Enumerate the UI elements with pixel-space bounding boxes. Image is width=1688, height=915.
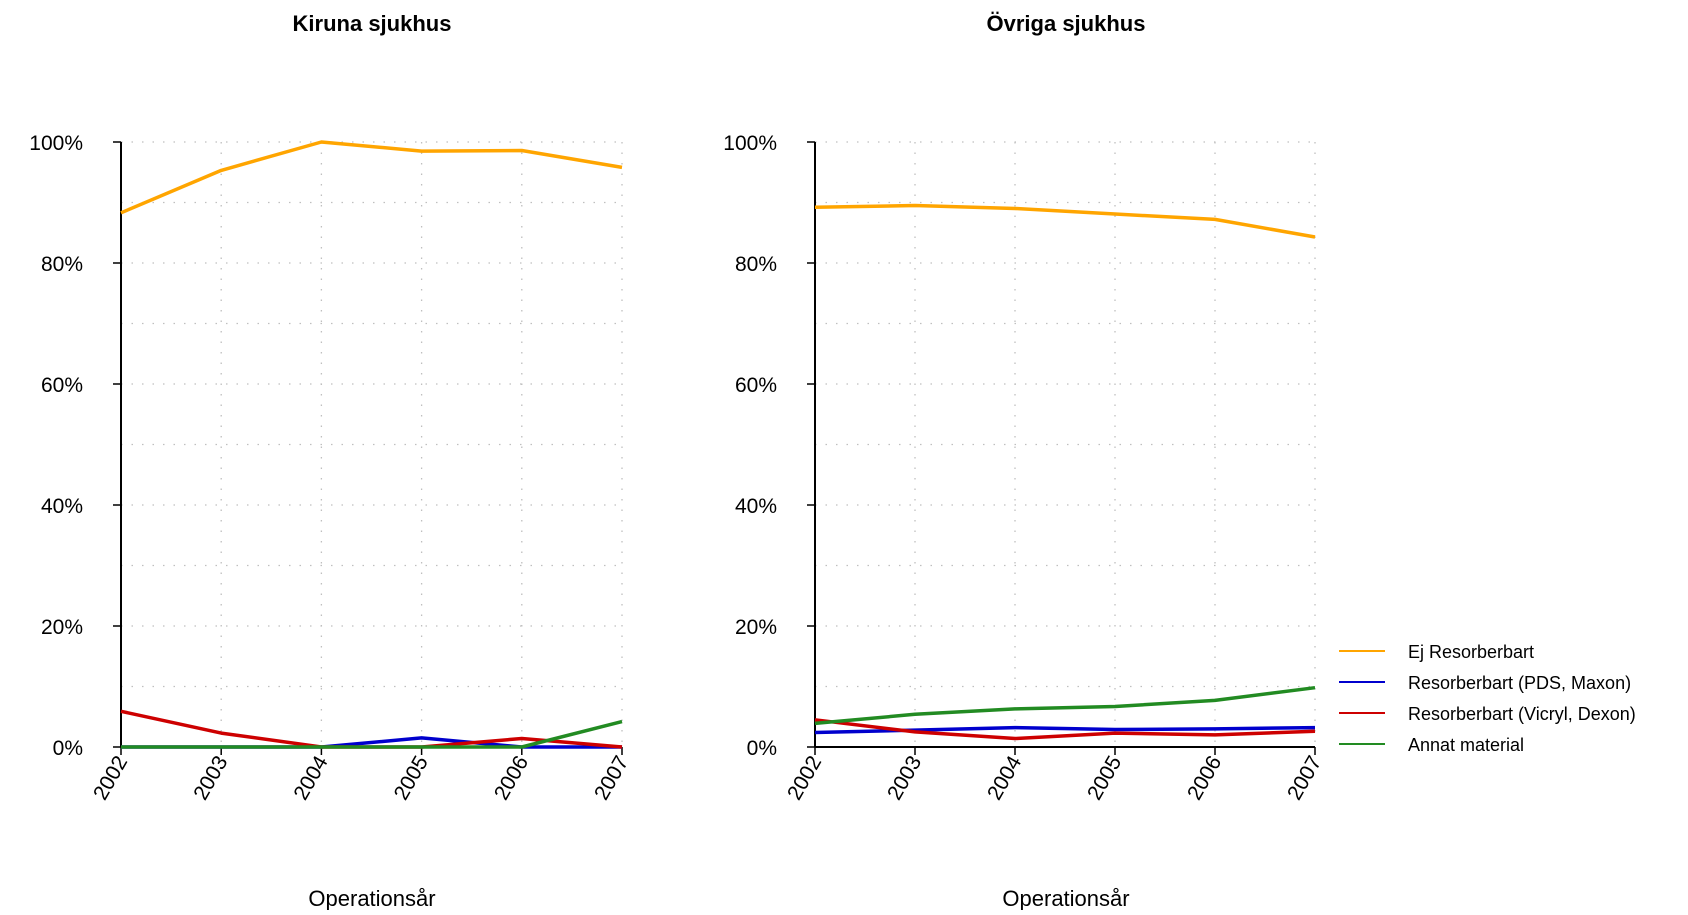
panel-kiruna: Kiruna sjukhus Operationsår 0% 20% 40% 60% 8… [29, 11, 633, 911]
legend-label: Resorberbart (PDS, Maxon) [1408, 673, 1631, 693]
series-line [120, 140, 623, 215]
legend-label: Ej Resorberbart [1408, 642, 1534, 662]
y-tick-label: 100% [29, 132, 83, 155]
x-tick-label: 2003 [189, 752, 232, 804]
x-tick-label: 2004 [983, 752, 1026, 804]
y-tick-label: 20% [735, 616, 777, 639]
y-tick-label: 0% [747, 737, 777, 760]
x-axis-label: Operationsår [308, 886, 435, 910]
x-tick-label: 2007 [1283, 752, 1326, 804]
y-tick-label: 80% [735, 253, 777, 276]
legend-label: Resorberbart (Vicryl, Dexon) [1408, 704, 1636, 724]
y-tick-label: 80% [41, 253, 83, 276]
y-tick-label: 40% [735, 495, 777, 518]
x-axis-label: Operationsår [1002, 886, 1129, 910]
x-tick-label: 2003 [883, 752, 926, 804]
x-tick-label: 2007 [590, 752, 633, 804]
x-tick-label: 2005 [390, 752, 433, 804]
y-tick-label: 40% [41, 495, 83, 518]
y-tick-label: 60% [735, 374, 777, 397]
y-tick-label: 20% [41, 616, 83, 639]
x-tick-label: 2006 [1183, 752, 1226, 804]
legend: Ej Resorberbart Resorberbart (PDS, Maxon)… [1339, 642, 1636, 755]
chart-title: Kiruna sjukhus [293, 11, 452, 36]
panel-ovriga: Övriga sjukhus Operationsår 0% 20% 40% 60% 8… [723, 11, 1326, 911]
y-tick-label: 100% [723, 132, 777, 155]
x-tick-label: 2005 [1083, 752, 1126, 804]
chart-title: Övriga sjukhus [987, 11, 1146, 36]
legend-label: Annat material [1408, 735, 1524, 755]
x-tick-label: 2004 [289, 752, 332, 804]
y-tick-label: 0% [53, 737, 83, 760]
series-line [814, 685, 1316, 726]
x-tick-label: 2006 [490, 752, 533, 804]
series-line [814, 203, 1316, 239]
series-line [121, 719, 623, 749]
x-tick-label: 2002 [89, 752, 132, 804]
series-line [814, 718, 1316, 741]
x-tick-label: 2002 [783, 752, 826, 804]
y-tick-label: 60% [41, 374, 83, 397]
